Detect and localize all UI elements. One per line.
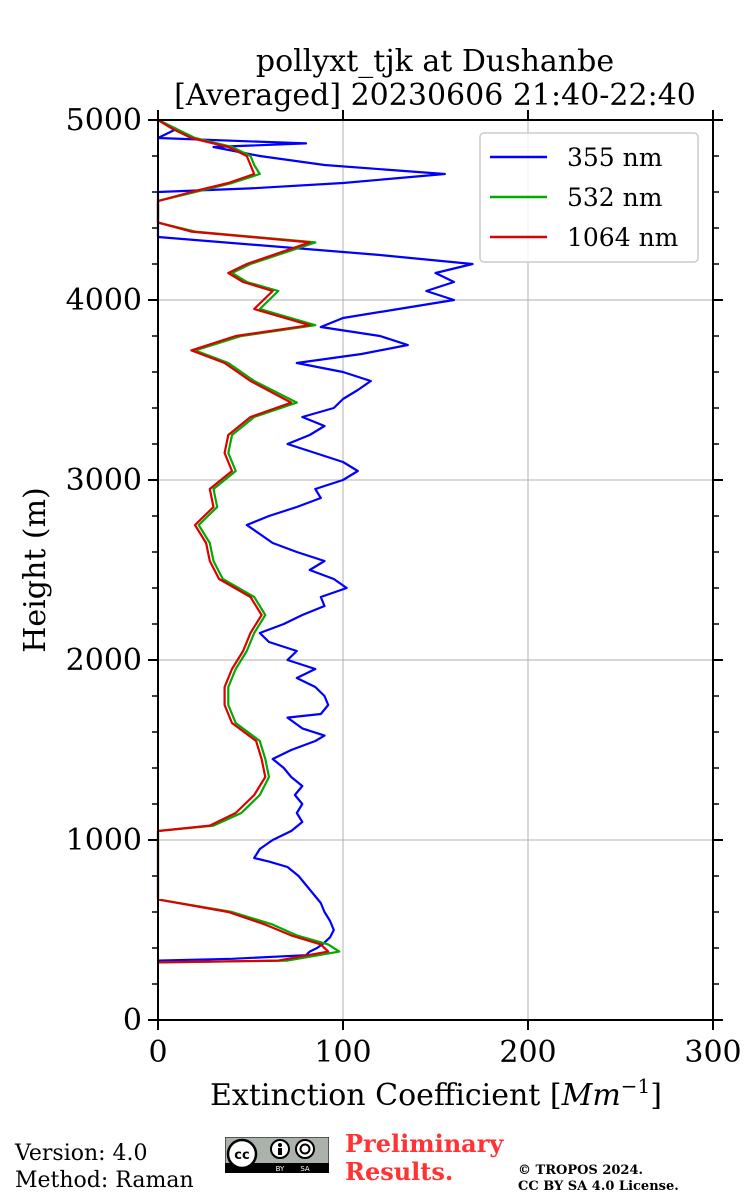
y-tick-label: 2000 xyxy=(66,643,142,678)
svg-text:cc: cc xyxy=(234,1148,249,1163)
copyright-line1: © TROPOS 2024. xyxy=(518,1163,644,1178)
x-tick-label: 300 xyxy=(684,1035,741,1070)
legend-label: 1064 nm xyxy=(567,223,679,252)
preliminary-line1: Preliminary xyxy=(345,1129,504,1158)
y-tick-label: 0 xyxy=(123,1003,142,1038)
y-tick-label: 5000 xyxy=(66,103,142,138)
copyright-line2: CC BY SA 4.0 License. xyxy=(518,1179,679,1194)
preliminary-results-note: Preliminary Results. xyxy=(345,1130,503,1186)
copyright-note: © TROPOS 2024. CC BY SA 4.0 License. xyxy=(518,1163,679,1195)
preliminary-line2: Results. xyxy=(345,1157,454,1186)
series-lines xyxy=(156,119,474,964)
chart-title-line2: [Averaged] 20230606 21:40-22:40 xyxy=(174,78,696,113)
cc-by-sa-license-icon: cc BY SA xyxy=(225,1137,329,1173)
series-line-532-nm xyxy=(156,119,341,964)
chart-title-line1: pollyxt_tjk at Dushanbe xyxy=(255,44,615,79)
y-axis-label: Height (m) xyxy=(18,487,53,652)
method-text: Method: Raman xyxy=(15,1168,194,1193)
x-tick-label: 200 xyxy=(499,1035,556,1070)
x-axis-label: Extinction Coefficient [Mm−1] xyxy=(210,1074,662,1113)
y-tick-label: 4000 xyxy=(66,283,142,318)
legend-box xyxy=(479,132,699,263)
x-tick-label: 0 xyxy=(148,1035,167,1070)
x-tick-label: 100 xyxy=(314,1035,371,1070)
legend-label: 532 nm xyxy=(567,183,663,212)
legend-label: 355 nm xyxy=(567,143,663,172)
series-line-355-nm xyxy=(156,119,474,962)
svg-text:SA: SA xyxy=(300,1165,310,1173)
legend: 355 nm 532 nm 1064 nm xyxy=(479,132,699,263)
y-tick-label: 3000 xyxy=(66,463,142,498)
version-text: Version: 4.0 xyxy=(15,1141,148,1166)
svg-text:BY: BY xyxy=(276,1165,285,1173)
axis-ticks xyxy=(148,110,723,1030)
y-tick-label: 1000 xyxy=(66,823,142,858)
plot-frame xyxy=(157,119,714,1021)
